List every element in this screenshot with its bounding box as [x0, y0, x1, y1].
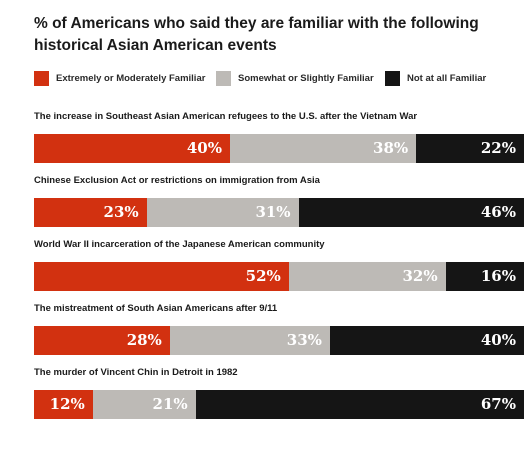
- legend-swatch-not-at-all: [385, 70, 400, 86]
- legend-item-not-at-all: Not at all Familiar: [385, 70, 486, 86]
- data-label: 32%: [402, 267, 438, 285]
- bar-segment-extremely-moderately: 23%: [34, 198, 147, 227]
- bar-segment-somewhat-slightly: 32%: [288, 262, 446, 291]
- legend-label-extremely-moderately: Extremely or Moderately Familiar: [56, 72, 206, 84]
- bar-segment-extremely-moderately: 12%: [34, 390, 93, 419]
- legend-item-somewhat-slightly: Somewhat or Slightly Familiar: [216, 70, 374, 86]
- data-label: 23%: [103, 203, 139, 221]
- stacked-bar: 28% 33% 40%: [34, 326, 524, 355]
- bar-segment-not-at-all: 22%: [416, 134, 524, 163]
- bar-segment-somewhat-slightly: 31%: [146, 198, 299, 227]
- data-label: 28%: [126, 331, 162, 349]
- question-label: The murder of Vincent Chin in Detroit in…: [34, 367, 238, 378]
- legend-item-extremely-moderately: Extremely or Moderately Familiar: [34, 70, 205, 86]
- legend-swatch-somewhat-slightly: [216, 70, 231, 86]
- question-label: World War II incarceration of the Japane…: [34, 239, 325, 250]
- data-label: 67%: [480, 395, 516, 413]
- data-label: 46%: [480, 203, 516, 221]
- data-label: 38%: [373, 139, 409, 157]
- bar-segment-extremely-moderately: 28%: [34, 326, 170, 355]
- bar-segment-not-at-all: 40%: [329, 326, 524, 355]
- question-label: Chinese Exclusion Act or restrictions on…: [34, 175, 320, 186]
- bar-segment-not-at-all: 67%: [195, 390, 524, 419]
- data-label: 40%: [186, 139, 222, 157]
- data-label: 40%: [480, 331, 516, 349]
- legend-label-not-at-all: Not at all Familiar: [407, 72, 487, 84]
- bar-segment-extremely-moderately: 40%: [34, 134, 230, 163]
- question-label: The mistreatment of South Asian American…: [34, 303, 278, 314]
- data-label: 31%: [255, 203, 291, 221]
- bar-segment-somewhat-slightly: 21%: [92, 390, 196, 419]
- data-label: 52%: [245, 267, 281, 285]
- bar-segment-not-at-all: 46%: [298, 198, 524, 227]
- bar-segment-not-at-all: 16%: [445, 262, 524, 291]
- data-label: 33%: [286, 331, 322, 349]
- legend-label-somewhat-slightly: Somewhat or Slightly Familiar: [238, 72, 374, 84]
- stacked-bar: 40% 38% 22%: [34, 134, 524, 163]
- question-label: The increase in Southeast Asian American…: [34, 111, 418, 122]
- data-label: 21%: [152, 395, 188, 413]
- legend-swatch-extremely-moderately: [34, 70, 49, 86]
- bar-segment-extremely-moderately: 52%: [34, 262, 289, 291]
- data-label: 16%: [480, 267, 516, 285]
- stacked-bar: 12% 21% 67%: [34, 390, 524, 419]
- legend: Extremely or Moderately Familiar Somewha…: [34, 70, 524, 86]
- bar-segment-somewhat-slightly: 38%: [230, 134, 417, 163]
- data-label: 12%: [49, 395, 85, 413]
- stacked-bar: 23% 31% 46%: [34, 198, 524, 227]
- chart-title: % of Americans who said they are familia…: [34, 15, 479, 54]
- data-label: 22%: [480, 139, 516, 157]
- bar-segment-somewhat-slightly: 33%: [169, 326, 330, 355]
- stacked-bar: 52% 32% 16%: [34, 262, 524, 291]
